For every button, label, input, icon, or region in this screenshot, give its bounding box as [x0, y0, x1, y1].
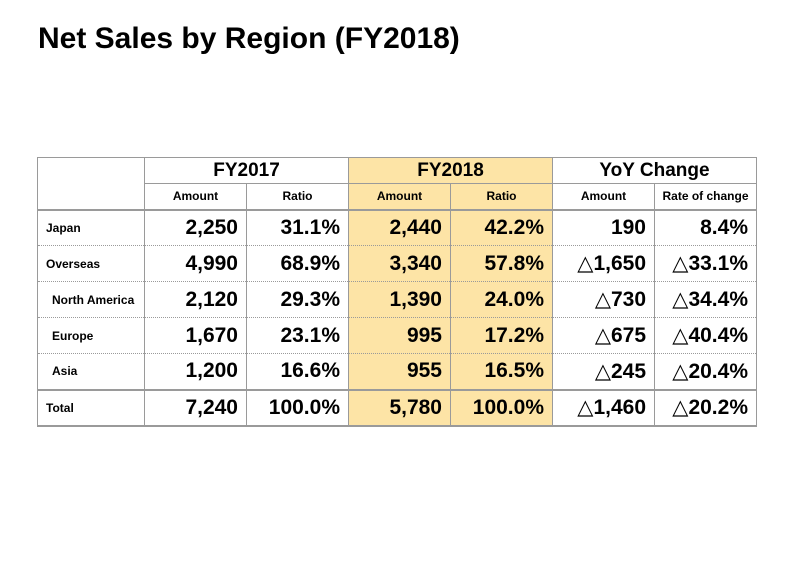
yoy-amount: △1,460	[552, 388, 655, 427]
yoy-rate: △33.1%	[654, 245, 757, 282]
fy2017-ratio: 23.1%	[246, 317, 349, 354]
yoy-amount: △245	[552, 353, 655, 390]
header-fy2017: FY2017	[144, 157, 349, 184]
table-row-japan: Japan 2,250 31.1% 2,440 42.2% 190 8.4%	[37, 209, 757, 246]
page-title: Net Sales by Region (FY2018)	[38, 22, 460, 55]
header-corner	[37, 157, 145, 211]
table-row-asia: Asia 1,200 16.6% 955 16.5% △245 △20.4%	[37, 353, 757, 390]
yoy-rate: △20.2%	[654, 388, 757, 427]
yoy-amount: 190	[552, 209, 655, 246]
fy2018-amount: 5,780	[348, 388, 451, 427]
fy2017-ratio: 100.0%	[246, 388, 349, 427]
table-row-overseas: Overseas 4,990 68.9% 3,340 57.8% △1,650 …	[37, 245, 757, 282]
fy2017-ratio: 16.6%	[246, 353, 349, 390]
fy2017-ratio: 68.9%	[246, 245, 349, 282]
row-label: Japan	[37, 209, 145, 246]
row-label: North America	[37, 281, 145, 318]
row-label: Asia	[37, 353, 145, 390]
fy2018-amount: 955	[348, 353, 451, 390]
header-fy2018-amount: Amount	[348, 183, 451, 211]
yoy-rate: △40.4%	[654, 317, 757, 354]
row-label: Europe	[37, 317, 145, 354]
sales-table: FY2017 FY2018 YoY Change Amount Ratio Am…	[37, 157, 757, 427]
table-row-europe: Europe 1,670 23.1% 995 17.2% △675 △40.4%	[37, 317, 757, 354]
fy2017-amount: 2,250	[144, 209, 247, 246]
row-label: Overseas	[37, 245, 145, 282]
fy2017-amount: 7,240	[144, 388, 247, 427]
fy2018-amount: 995	[348, 317, 451, 354]
fy2017-ratio: 29.3%	[246, 281, 349, 318]
fy2018-ratio: 42.2%	[450, 209, 553, 246]
header-yoy-amount: Amount	[552, 183, 655, 211]
yoy-amount: △675	[552, 317, 655, 354]
yoy-amount: △730	[552, 281, 655, 318]
fy2018-ratio: 100.0%	[450, 388, 553, 427]
header-fy2017-ratio: Ratio	[246, 183, 349, 211]
yoy-rate: △34.4%	[654, 281, 757, 318]
fy2017-amount: 2,120	[144, 281, 247, 318]
header-fy2018: FY2018	[348, 157, 553, 184]
fy2017-amount: 1,670	[144, 317, 247, 354]
table-row-north-america: North America 2,120 29.3% 1,390 24.0% △7…	[37, 281, 757, 318]
header-yoy-change: YoY Change	[552, 157, 757, 184]
fy2018-ratio: 16.5%	[450, 353, 553, 390]
yoy-amount: △1,650	[552, 245, 655, 282]
fy2017-amount: 4,990	[144, 245, 247, 282]
fy2018-amount: 3,340	[348, 245, 451, 282]
fy2018-ratio: 24.0%	[450, 281, 553, 318]
yoy-rate: △20.4%	[654, 353, 757, 390]
header-fy2017-amount: Amount	[144, 183, 247, 211]
header-fy2018-ratio: Ratio	[450, 183, 553, 211]
fy2017-ratio: 31.1%	[246, 209, 349, 246]
fy2018-amount: 2,440	[348, 209, 451, 246]
yoy-rate: 8.4%	[654, 209, 757, 246]
fy2018-ratio: 57.8%	[450, 245, 553, 282]
header-yoy-rate: Rate of change	[654, 183, 757, 211]
row-label: Total	[37, 388, 145, 427]
fy2017-amount: 1,200	[144, 353, 247, 390]
fy2018-amount: 1,390	[348, 281, 451, 318]
fy2018-ratio: 17.2%	[450, 317, 553, 354]
table-row-total: Total 7,240 100.0% 5,780 100.0% △1,460 △…	[37, 388, 757, 427]
